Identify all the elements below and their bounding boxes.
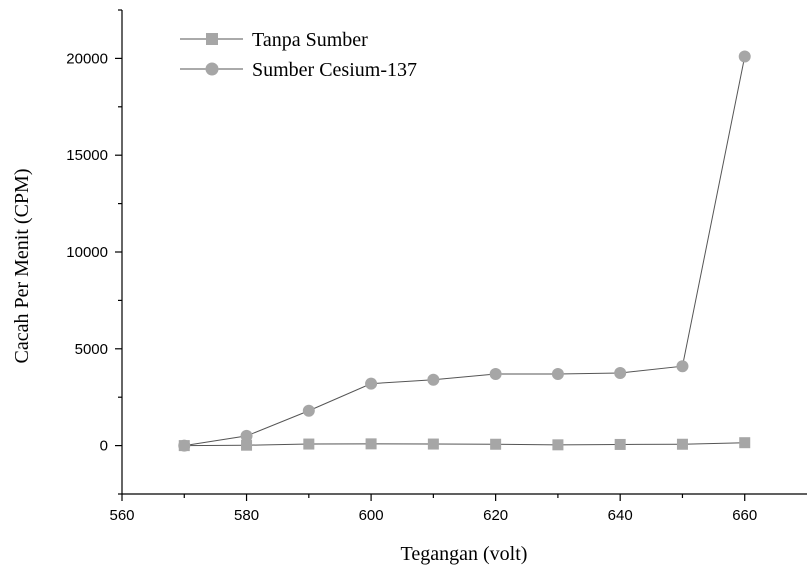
x-tick-label: 600 bbox=[359, 507, 384, 524]
legend-square-marker bbox=[206, 33, 218, 45]
x-tick-label: 640 bbox=[608, 507, 633, 524]
legend-circle-marker bbox=[205, 62, 219, 76]
y-tick-label: 15000 bbox=[66, 147, 108, 164]
legend-label-sumber-cesium: Sumber Cesium-137 bbox=[252, 59, 417, 81]
data-point-square bbox=[365, 438, 377, 450]
data-point-square bbox=[676, 438, 688, 450]
y-tick-label: 5000 bbox=[75, 341, 108, 358]
y-tick-label: 0 bbox=[100, 438, 108, 455]
data-point-circle bbox=[614, 367, 627, 379]
data-point-circle bbox=[365, 377, 378, 390]
data-point-square bbox=[614, 438, 626, 450]
data-point-circle bbox=[489, 367, 502, 380]
x-tick-label: 580 bbox=[234, 507, 259, 524]
data-point-square bbox=[427, 438, 439, 450]
data-point-circle bbox=[738, 50, 751, 63]
data-point-square bbox=[241, 439, 253, 451]
legend-item-sumber-cesium: Sumber Cesium-137 bbox=[180, 59, 417, 81]
x-tick-label: 660 bbox=[732, 507, 757, 524]
y-tick-label: 20000 bbox=[66, 50, 108, 67]
data-point-square bbox=[739, 437, 751, 449]
data-point-circle bbox=[240, 429, 253, 442]
data-point-circle bbox=[676, 360, 689, 373]
data-point-square bbox=[552, 439, 564, 451]
y-axis-title: Cacah Per Menit (CPM) bbox=[11, 169, 33, 364]
legend: Tanpa Sumber Sumber Cesium-137 bbox=[180, 29, 417, 81]
legend-item-tanpa-sumber: Tanpa Sumber bbox=[180, 29, 368, 51]
data-point-circle bbox=[178, 439, 191, 452]
axis-ticks: 560 580 600 620 640 660 0 5000 10000 15000 20000 bbox=[66, 9, 757, 524]
x-tick-label: 620 bbox=[483, 507, 508, 524]
data-point-square bbox=[303, 438, 315, 450]
data-point-square bbox=[490, 438, 502, 450]
data-point-circle bbox=[427, 373, 440, 386]
plot-area bbox=[121, 10, 807, 495]
legend-label-tanpa-sumber: Tanpa Sumber bbox=[252, 29, 368, 51]
series-line-1 bbox=[184, 56, 746, 447]
data-point-circle bbox=[302, 404, 315, 417]
data-point-circle bbox=[551, 367, 564, 380]
x-axis-title: Tegangan (volt) bbox=[401, 543, 528, 565]
y-tick-label: 10000 bbox=[66, 244, 108, 261]
series-line-0 bbox=[184, 442, 745, 447]
x-tick-label: 560 bbox=[109, 507, 134, 524]
series-layer bbox=[178, 50, 751, 452]
